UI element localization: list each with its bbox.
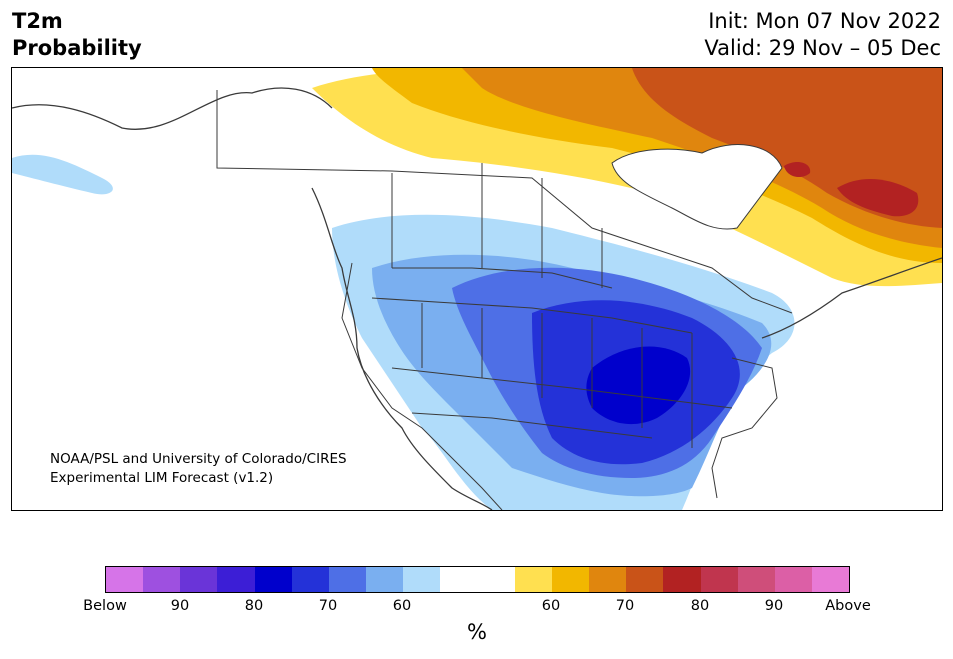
colorbar-segment (551, 567, 590, 592)
colorbar-segment (291, 567, 329, 592)
colorbar-segment (403, 567, 441, 592)
colorbar-segment (663, 567, 701, 592)
colorbar-tick-label: 90 (170, 598, 190, 614)
colorbar-segment (514, 567, 552, 592)
data-credit: NOAA/PSL and University of Colorado/CIRE… (50, 450, 347, 488)
above-80-region (837, 178, 919, 217)
map-panel: NOAA/PSL and University of Colorado/CIRE… (11, 67, 943, 511)
colorbar-segment (477, 567, 515, 592)
colorbar-tick-label: 60 (392, 598, 412, 614)
colorbar-segment (143, 567, 181, 592)
coastline (12, 87, 942, 510)
colorbar-segment (589, 567, 627, 592)
below-80-region (586, 346, 691, 425)
colorbar-segment (328, 567, 367, 592)
colorbar-segment (440, 567, 478, 592)
colorbar-segment (811, 567, 850, 592)
colorbar-segment (737, 567, 775, 592)
colorbar-segment (217, 567, 255, 592)
credit-line1: NOAA/PSL and University of Colorado/CIRE… (50, 451, 347, 467)
colorbar-tick-label: Below (83, 598, 127, 614)
colorbar-tick-label: 80 (244, 598, 264, 614)
colorbar-segment (700, 567, 738, 592)
probability-colorbar (105, 566, 850, 593)
colorbar-segment (254, 567, 292, 592)
title-line2: Probability (12, 36, 142, 60)
colorbar-tick-label: 60 (541, 598, 561, 614)
colorbar-tick-label: 70 (615, 598, 635, 614)
below-60-alaska (12, 154, 113, 195)
above-80-spot (784, 162, 811, 178)
political-borders (216, 90, 793, 510)
colorbar-tick-label: 90 (764, 598, 784, 614)
valid-range: Valid: 29 Nov – 05 Dec (704, 36, 941, 60)
colorbar-segment (366, 567, 404, 592)
colorbar-segment (180, 567, 218, 592)
colorbar-segment (774, 567, 812, 592)
colorbar-unit: % (467, 620, 487, 644)
map-title: T2m Probability (12, 8, 142, 62)
credit-line2: Experimental LIM Forecast (v1.2) (50, 470, 274, 486)
colorbar-tick-label: 70 (318, 598, 338, 614)
probability-map (12, 68, 942, 510)
colorbar-tick-label: 80 (690, 598, 710, 614)
init-date: Init: Mon 07 Nov 2022 (708, 9, 941, 33)
colorbar-segment (626, 567, 664, 592)
title-line1: T2m (12, 9, 63, 33)
forecast-dates: Init: Mon 07 Nov 2022 Valid: 29 Nov – 05… (704, 8, 941, 62)
colorbar-segment (106, 567, 144, 592)
colorbar-tick-label: Above (825, 598, 871, 614)
hudson-bay (611, 144, 783, 230)
